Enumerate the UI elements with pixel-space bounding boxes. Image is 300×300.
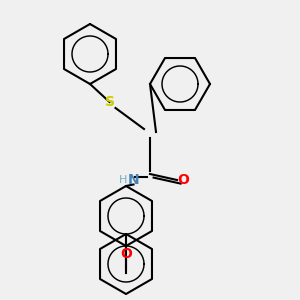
Text: O: O	[120, 247, 132, 260]
Text: N: N	[128, 173, 139, 187]
Text: H: H	[119, 175, 127, 185]
Text: S: S	[104, 95, 115, 109]
Text: O: O	[177, 173, 189, 187]
